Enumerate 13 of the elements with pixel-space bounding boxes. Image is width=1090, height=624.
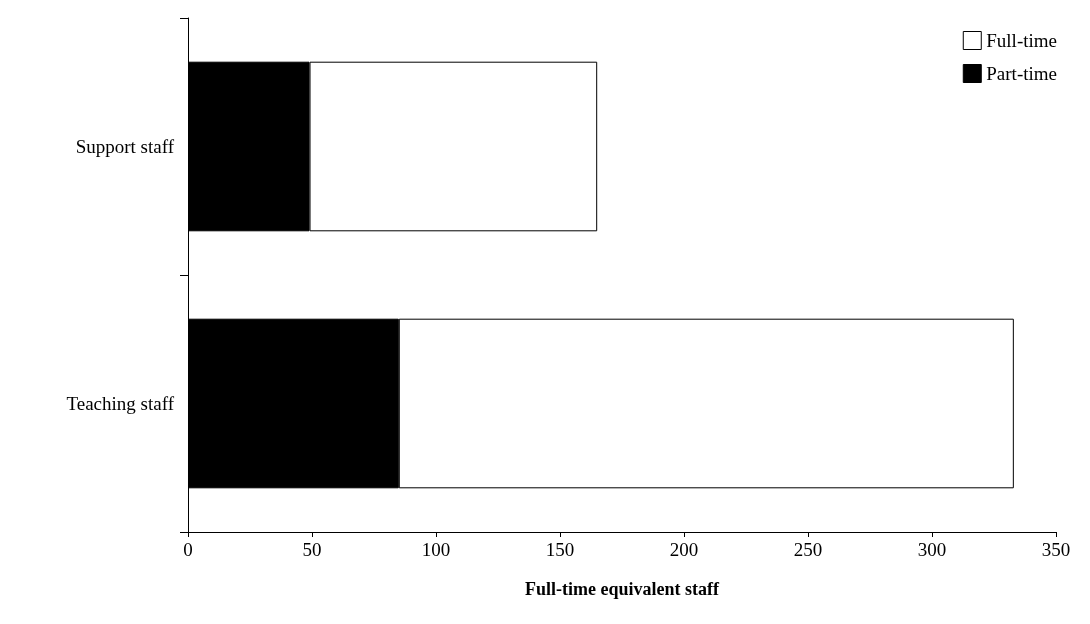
x-tick-label: 50 xyxy=(302,539,322,560)
y-tick-label: Teaching staff xyxy=(66,393,175,414)
legend-label: Full-time xyxy=(986,30,1058,51)
x-tick-label: 150 xyxy=(545,539,575,560)
x-tick-label: 350 xyxy=(1041,539,1071,560)
x-tick-label: 200 xyxy=(669,539,699,560)
x-tick-label: 250 xyxy=(793,539,823,560)
y-tick-label: Support staff xyxy=(75,136,175,157)
legend-label: Part-time xyxy=(986,63,1057,84)
x-tick-label: 100 xyxy=(421,539,451,560)
x-tick-label: 0 xyxy=(183,539,193,560)
x-axis-title: Full-time equivalent staff xyxy=(525,579,720,599)
x-tick-label: 300 xyxy=(917,539,947,560)
